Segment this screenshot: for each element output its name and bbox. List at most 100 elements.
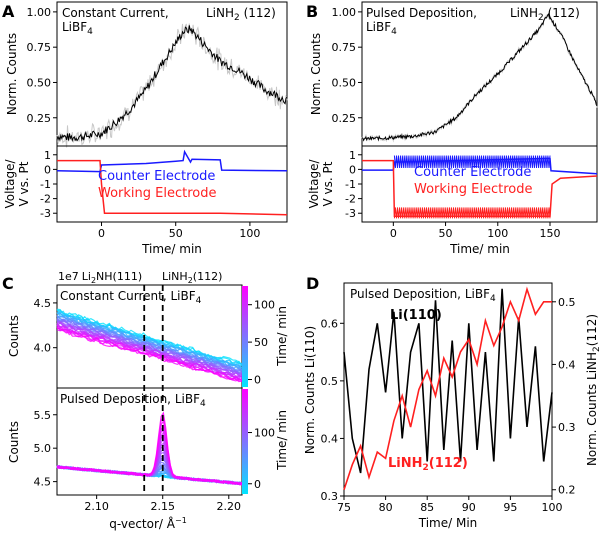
- panel-c-xlabel: q-vector/ Å−1: [109, 516, 187, 531]
- y-tick-label: 0: [44, 163, 51, 176]
- panel-d-li-trace: [343, 288, 553, 474]
- panel-c-bottom-yticks: 4.5 5.0 5.5: [34, 409, 57, 489]
- panel-a-working-trace: [57, 159, 288, 216]
- panel-d-letter: D: [306, 274, 319, 293]
- x-tick-label: 90: [462, 501, 476, 514]
- panel-a-ylabel-bottom: Voltage/: [3, 159, 17, 209]
- panel-b-ylabel-top: Norm. Counts: [309, 33, 323, 115]
- panel-b-working-pulses: [393, 207, 551, 219]
- panel-c-bottom-colorbar-ticks: 0 100: [248, 427, 275, 491]
- panel-a-title-left: Constant Current,: [62, 6, 169, 20]
- panel-d-li-label: Li(110): [390, 308, 442, 323]
- panel-d-linh-label: LiNH2(112): [388, 456, 468, 473]
- panel-a-title-right: LiNH2 (112): [206, 6, 276, 23]
- panel-c-ylabel-top: Counts: [7, 315, 21, 357]
- panel-a-title-left2: LiBF4: [62, 20, 93, 37]
- y-tick-label: 1: [349, 149, 356, 162]
- panel-a-letter: A: [2, 2, 15, 21]
- panel-c-top-colorbar: [242, 286, 248, 387]
- panel-d-frame: [343, 282, 553, 497]
- panel-b-title-left2: LiBF4: [366, 20, 397, 37]
- x-tick-label: 80: [379, 501, 393, 514]
- panel-c-line2-label: LiNH2(112): [162, 270, 222, 285]
- y-tick-label: 0.3: [321, 490, 339, 503]
- panel-c-bottom-spectrum: [56, 411, 243, 486]
- panel-c-bottom-title: Pulsed Deposition, LiBF4: [60, 392, 206, 409]
- panel-b-bottom-axes: Counter Electrode Working Electrode -3-2…: [307, 145, 598, 256]
- y-tick-label: 0.5: [558, 296, 576, 309]
- panel-a-trace-band: [56, 23, 288, 148]
- y-tick-label: -2: [40, 193, 51, 206]
- x-tick-label: 95: [503, 501, 517, 514]
- panel-a-bottom-axes: Counter Electrode Working Electrode -3-2…: [3, 145, 288, 256]
- panel-c-xticks: 2.10 2.15 2.20: [84, 495, 241, 513]
- x-tick-label: 75: [337, 501, 351, 514]
- y-tick-label: 0.2: [558, 484, 576, 497]
- panel-b-title-left: Pulsed Deposition,: [366, 6, 477, 20]
- panel-d-axes: Pulsed Deposition, LiBF4 Li(110) LiNH2(1…: [303, 282, 602, 530]
- panel-b-xlabel: Time/ min: [449, 242, 510, 256]
- panel-b-top-yticks: 0.25 0.50 0.75 1.00: [332, 6, 362, 125]
- y-tick-label: 0: [349, 163, 356, 176]
- x-tick-label: 50: [439, 227, 453, 240]
- panel-a-counter-label: Counter Electrode: [98, 169, 215, 184]
- panel-b-top-frame: [361, 1, 598, 147]
- panel-a-working-label: Working Electrode: [98, 186, 217, 201]
- panel-c-top-axes: Constant Current, LiBF4 4.0 4.5 Counts 0 5…: [7, 284, 289, 389]
- panel-c-bottom-cbar-label: Time/ min: [275, 410, 289, 471]
- panel-b-bottom-yticks: -3-2 -1 01: [345, 149, 362, 220]
- y-tick-label: 0.50: [27, 76, 52, 89]
- x-tick-label: 50: [169, 227, 183, 240]
- panel-b-counter-label: Counter Electrode: [414, 165, 531, 180]
- x-tick-label: 100: [487, 227, 508, 240]
- panel-c-top-yticks: 4.0 4.5: [34, 297, 57, 355]
- panel-a-top-yticks: 0.25 0.50 0.75 1.00: [27, 6, 57, 125]
- panel-a-trace-line: [56, 25, 288, 142]
- panel-b-bottom-plot: [362, 155, 598, 219]
- panel-a-top-plot: [56, 23, 288, 148]
- y-tick-label: 0.6: [321, 317, 339, 330]
- panel-b-letter: B: [306, 2, 318, 21]
- x-tick-label: 100: [239, 227, 260, 240]
- panel-a-bottom-yticks: -3-2 -1 01: [40, 149, 57, 220]
- panel-b-title-right: LiNH2 (112): [510, 6, 580, 23]
- panel-b-trace-line: [361, 13, 598, 142]
- panel-a-top-frame: [56, 1, 288, 147]
- y-tick-label: 0.50: [332, 76, 357, 89]
- panel-c-top-colorbar-ticks: 0 50 100: [248, 299, 275, 387]
- y-tick-label: -2: [345, 193, 356, 206]
- panel-c-bottom-spectrum: [56, 438, 243, 485]
- y-tick-label: 5.0: [34, 442, 52, 455]
- panel-c-top-spectrum: [56, 325, 243, 383]
- y-tick-label: 0: [254, 478, 261, 491]
- panel-a-top-axes: Constant Current, LiBF4 LiNH2 (112) 0.25…: [5, 1, 288, 148]
- panel-a-xticks: 0 50 100: [98, 222, 260, 240]
- panel-c-letter: C: [2, 274, 14, 293]
- panel-a-xlabel: Time/ min: [141, 242, 202, 256]
- y-tick-label: 1: [44, 149, 51, 162]
- y-tick-label: 5.5: [34, 409, 52, 422]
- panel-d-xticks: 75 80 85 90 95 100: [337, 496, 563, 514]
- panel-c-top-spectrum: [57, 327, 243, 383]
- panel-d-ylabel-left: Norm. Counts Li(110): [303, 326, 317, 454]
- panel-d-title: Pulsed Deposition, LiBF4: [350, 287, 496, 304]
- y-tick-label: -1: [345, 178, 356, 191]
- panel-d-ylabel-right: Norm. Counts LiNH2(112): [585, 314, 602, 466]
- x-tick-label: 2.15: [150, 500, 175, 513]
- panel-b-ylabel-bottom: Voltage/: [307, 159, 321, 209]
- panel-c-bottom-colorbar: [242, 389, 248, 494]
- y-tick-label: -3: [40, 207, 51, 220]
- y-tick-label: 0.25: [332, 112, 357, 125]
- panel-c-bottom-plot: [56, 285, 243, 495]
- panel-b-top-plot: [361, 13, 598, 143]
- panel-a-bottom-plot: [56, 149, 288, 216]
- panel-d-yticks-left: 0.3 0.4 0.5 0.6: [321, 317, 344, 503]
- x-tick-label: 2.10: [84, 500, 109, 513]
- panel-c-ylabel-bottom: Counts: [7, 421, 21, 463]
- y-tick-label: 0.5: [321, 375, 339, 388]
- panel-d-plot: [343, 286, 553, 490]
- panel-c-scale-note: 1e7 Li2NH(111): [58, 270, 142, 285]
- y-tick-label: 4.0: [34, 342, 52, 355]
- y-tick-label: -1: [40, 178, 51, 191]
- y-tick-label: 1.00: [27, 6, 52, 19]
